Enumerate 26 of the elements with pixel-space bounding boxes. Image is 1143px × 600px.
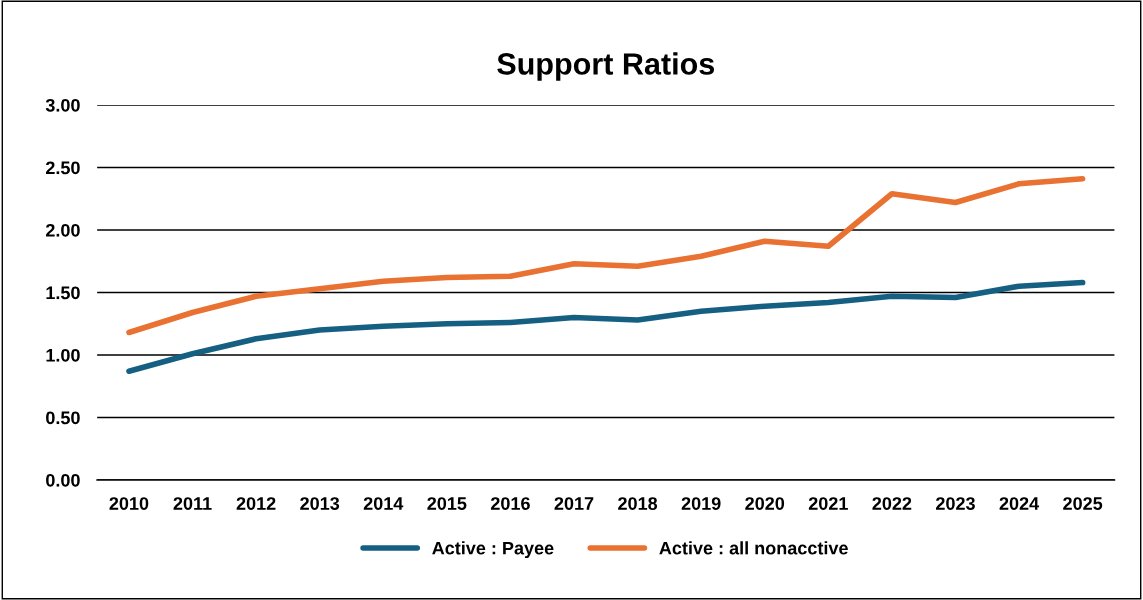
chart-title: Support Ratios	[497, 52, 715, 81]
x-tick-label: 2021	[808, 497, 848, 510]
y-tick-label: 0.50	[46, 411, 80, 425]
x-tick-label: 2020	[745, 497, 785, 510]
x-tick-label: 2014	[363, 497, 404, 510]
y-tick-label: 3.00	[45, 98, 80, 112]
legend-label: Active : all nonacctive	[659, 541, 848, 555]
x-tick-label: 2012	[236, 497, 276, 510]
x-tick-label: 2017	[554, 497, 594, 510]
x-tick-label: 2019	[681, 497, 721, 510]
x-tick-label: 2024	[999, 497, 1040, 510]
y-tick-label: 1.50	[46, 286, 80, 300]
x-tick-label: 2025	[1063, 497, 1103, 510]
x-tick-label: 2018	[618, 497, 658, 510]
y-tick-label: 1.00	[46, 348, 80, 362]
y-tick-label: 2.50	[45, 161, 80, 175]
legend-label: Active : Payee	[432, 541, 554, 559]
x-tick-label: 2015	[427, 497, 467, 510]
x-tick-label: 2016	[490, 497, 530, 510]
y-tick-label: 0.00	[46, 473, 80, 487]
x-tick-label: 2010	[109, 497, 149, 510]
x-tick-label: 2022	[872, 497, 912, 510]
y-tick-label: 2.00	[45, 223, 80, 237]
x-tick-label: 2013	[300, 497, 340, 510]
x-tick-label: 2023	[936, 497, 975, 510]
x-tick-label: 2011	[173, 497, 212, 510]
